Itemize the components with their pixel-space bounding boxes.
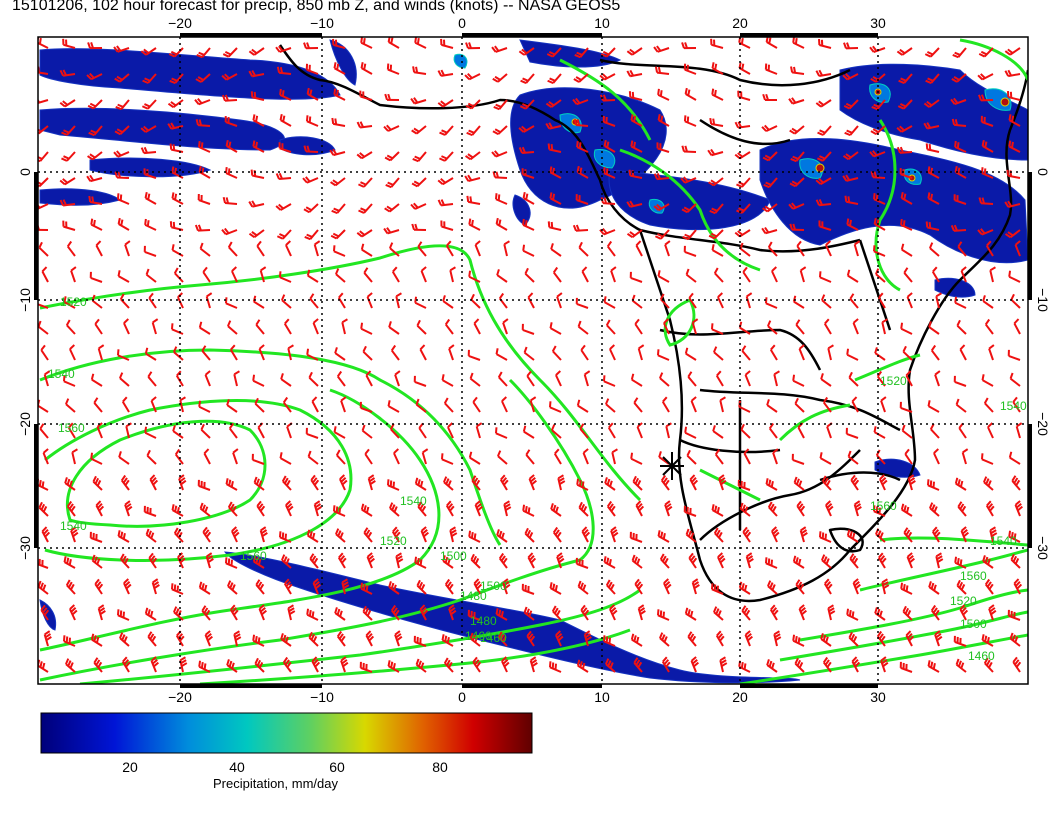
contour-label: 1520: [950, 594, 977, 608]
lat-label-right: 0: [1035, 168, 1051, 176]
contour-label: 1560: [960, 569, 987, 583]
contour-label: 1560: [240, 549, 267, 563]
lon-label-bottom: 30: [870, 689, 886, 705]
colorbar: [40, 712, 533, 754]
contour-label: 1520: [60, 295, 87, 309]
lon-label-bottom: 0: [458, 689, 466, 705]
lon-label-bottom: −20: [168, 689, 192, 705]
contour-label: 1460: [480, 631, 507, 645]
contour-label: 1520: [880, 374, 907, 388]
colorbar-tick: 20: [122, 759, 138, 775]
contour-label: 1540: [48, 367, 75, 381]
contour-label: 1540: [60, 519, 87, 533]
contour-labels: 1520154015601540154015201560150014801460…: [48, 295, 1027, 663]
colorbar-tick: 80: [432, 759, 448, 775]
map-title: 15101206, 102 hour forecast for precip, …: [12, 0, 621, 14]
colorbar-ticks: 20 40 60 80: [122, 759, 448, 775]
coastline: [278, 44, 1028, 603]
lat-label-left: −10: [17, 288, 33, 312]
lon-label-bottom: 20: [732, 689, 748, 705]
contour-label: 1520: [380, 534, 407, 548]
precip-peaks: [571, 88, 1010, 182]
lon-label-top: −20: [168, 15, 192, 31]
lat-label-left: −30: [17, 536, 33, 560]
contour-label: 1460: [968, 649, 995, 663]
station-marker-icon: [660, 452, 684, 480]
contour-label: 1500: [480, 579, 507, 593]
lon-label-top: 30: [870, 15, 886, 31]
lon-labels-bottom: −20 −10 0 10 20 30: [168, 689, 886, 705]
contour-label: 1560: [870, 499, 897, 513]
lat-label-left: 0: [17, 168, 33, 176]
colorbar-tick: 40: [229, 759, 245, 775]
contour-label: 1460: [465, 629, 492, 643]
lon-label-bottom: 10: [594, 689, 610, 705]
lon-labels-top: −20 −10 0 10 20 30: [168, 15, 886, 31]
lat-label-right: −10: [1035, 288, 1051, 312]
lon-label-top: 20: [732, 15, 748, 31]
lon-label-bottom: −10: [310, 689, 334, 705]
lat-label-right: −20: [1035, 412, 1051, 436]
lat-label-right: −30: [1035, 536, 1051, 560]
contour-label: 1480: [460, 589, 487, 603]
contour-label: 1500: [960, 617, 987, 631]
contour-label: 1540: [1000, 399, 1027, 413]
contour-label: 1500: [440, 549, 467, 563]
contour-label: 1560: [58, 421, 85, 435]
lat-label-left: −20: [17, 412, 33, 436]
colorbar-label: Precipitation, mm/day: [213, 776, 338, 791]
wind-barbs: [38, 37, 1023, 673]
contour-label: 1540: [400, 494, 427, 508]
lon-label-top: −10: [310, 15, 334, 31]
precip-cores: [453, 53, 1012, 214]
contour-label: 1480: [470, 614, 497, 628]
lat-labels-left: 0 −10 −20 −30: [17, 168, 33, 560]
lon-label-top: 0: [458, 15, 466, 31]
frame-bars: [34, 33, 1032, 688]
colorbar-tick: 60: [329, 759, 345, 775]
lat-labels-right: 0 −10 −20 −30: [1035, 168, 1051, 560]
lon-label-top: 10: [594, 15, 610, 31]
contour-label: 1540: [990, 534, 1017, 548]
